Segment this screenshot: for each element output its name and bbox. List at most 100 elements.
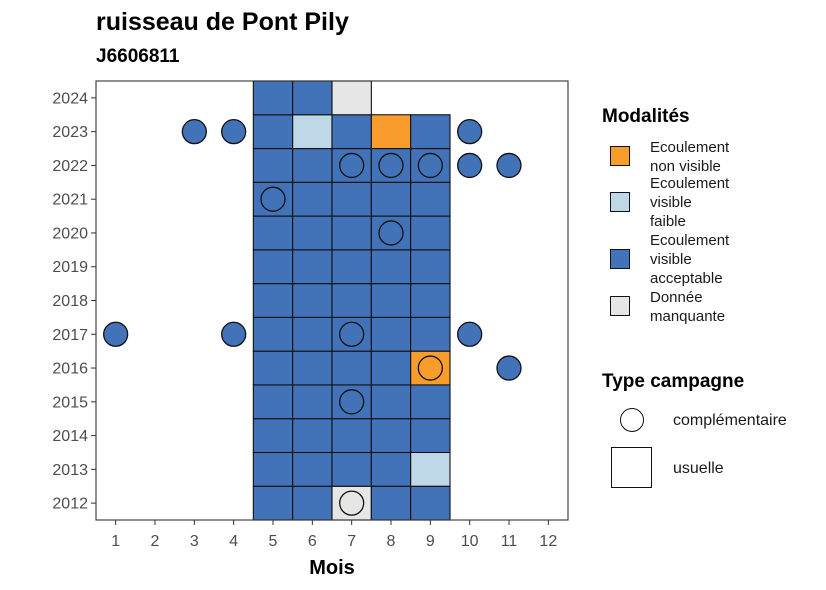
heatmap-cell [292,114,333,150]
y-tick-label: 2023 [52,124,88,141]
data-point [378,152,404,179]
heatmap-cell [292,215,333,251]
legend-label-usuelle: usuelle [673,460,724,477]
data-point [339,321,365,347]
heatmap-cell [292,147,333,183]
heatmap-cell [370,283,412,318]
legend-label-visible-acceptable: Ecoulement visible acceptable [650,231,729,288]
heatmap-cell [370,350,412,386]
x-tick-label: 10 [461,533,479,550]
legend-campagne-title: Type campagne [602,371,745,392]
x-tick-label: 3 [190,533,199,550]
data-point [260,186,286,212]
x-tick-label: 5 [269,533,278,550]
x-tick-label: 11 [501,533,518,550]
legend-label-non-visible: Ecoulement non visible [650,138,729,176]
data-point [496,355,522,381]
heatmap-cell [292,283,333,318]
x-tick-label: 4 [229,533,238,550]
legend-text-line: Donnée [650,289,703,306]
data-point [496,152,522,179]
heatmap-cell [370,384,412,420]
legend-swatch-manquante [610,296,630,316]
heatmap-cell [410,114,451,150]
y-tick-label: 2022 [52,158,88,175]
legend-modalites-title: Modalités [602,106,690,127]
heatmap-cell [252,350,294,386]
data-point [339,490,365,516]
y-tick-label: 2021 [52,192,88,209]
heatmap-cell [410,384,451,420]
legend-text-line: non visible [650,158,721,175]
data-point [417,152,443,179]
x-tick-label: 1 [111,533,120,550]
heatmap-cell [410,316,451,352]
legend-circle-icon [620,408,644,432]
data-point [417,355,443,381]
chart-subtitle: J6606811 [96,46,180,67]
heatmap-cell [331,350,372,386]
heatmap-cell [410,215,451,251]
x-tick-label: 8 [387,533,396,550]
heatmap-cell [292,181,333,217]
x-tick-label: 2 [151,533,160,550]
legend-text-line: acceptable [650,270,723,287]
heatmap-cell [252,80,294,116]
data-point [457,118,483,145]
heatmap-cell [252,114,294,150]
heatmap-cell [252,451,294,487]
heatmap-cell [410,249,451,285]
y-tick-label: 2024 [52,90,88,107]
points-layer [103,118,522,516]
legend-swatch-non-visible [610,146,630,166]
heatmap-cell [370,114,412,150]
heatmap-cell [252,384,294,420]
heatmap-cell [410,485,451,521]
cells-layer [252,80,451,521]
heatmap-cell [252,215,294,251]
legend-label-visible-faible: Ecoulement visible faible [650,174,729,231]
heatmap-cell [252,316,294,352]
heatmap-cell [331,114,372,150]
data-point [457,321,483,347]
y-tick-label: 2017 [52,327,88,344]
heatmap-cell [292,384,333,420]
heatmap-cell [252,283,294,318]
x-tick-label: 12 [539,533,557,550]
heatmap-cell [292,485,333,521]
heatmap-cell [370,249,412,285]
legend-text-line: manquante [650,308,726,325]
y-tick-label: 2013 [52,462,88,479]
data-point [378,220,404,246]
legend-text-line: visible [650,194,692,211]
heatmap-cell [410,451,451,487]
heatmap-cell [252,485,294,521]
data-point [103,321,129,347]
y-tick-label: 2016 [52,361,88,378]
data-point [457,152,483,179]
data-point [339,389,365,415]
legend-text-line: visible [650,251,692,268]
y-tick-label: 2015 [52,394,88,411]
heatmap-cell [292,350,333,386]
heatmap-cell [252,249,294,285]
heatmap-cell [331,283,372,318]
heatmap-cell [370,181,412,217]
data-point [221,321,247,347]
data-point [339,152,365,179]
heatmap-cell [252,147,294,183]
x-tick-label: 6 [308,533,317,550]
y-axis: 2012 2013 2014 2015 2016 2017 2018 2019 2020 2021… [52,90,96,513]
legend-square-icon [611,447,652,488]
heatmap-cell [370,316,412,352]
heatmap-cell [370,418,412,454]
x-axis: 1 2 3 4 5 6 7 8 9 10 11 12 [111,520,557,550]
heatmap-cell [410,181,451,217]
legend-label-complementaire: complémentaire [673,412,787,429]
heatmap-cell [292,418,333,454]
x-tick-label: 7 [347,533,356,550]
y-tick-label: 2019 [52,259,88,276]
x-tick-label: 9 [426,533,435,550]
data-point [221,118,247,145]
